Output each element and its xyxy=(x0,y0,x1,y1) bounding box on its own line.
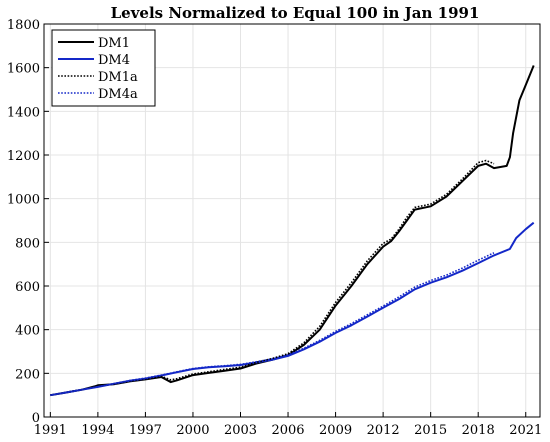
series-layer xyxy=(50,65,535,397)
x-tick-label: 2021 xyxy=(509,423,542,438)
legend-label: DM1 xyxy=(98,36,130,51)
y-tick-label: 1400 xyxy=(7,105,40,120)
x-tick-label: 2000 xyxy=(176,423,209,438)
x-tick-label: 2015 xyxy=(414,423,447,438)
y-tick-label: 600 xyxy=(15,280,40,295)
y-tick-label: 400 xyxy=(15,324,40,339)
x-tick-label: 2012 xyxy=(367,423,400,438)
axis-ticks: 0 200 400 600 800 1000 1200 1400 1600 1800 1991 199… xyxy=(7,18,542,438)
chart-title: Levels Normalized to Equal 100 in Jan 19… xyxy=(111,4,480,22)
series-line-dm4a xyxy=(50,252,495,396)
y-tick-label: 200 xyxy=(15,367,40,382)
x-tick-label: 2018 xyxy=(462,423,495,438)
x-tick-label: 1994 xyxy=(81,423,114,438)
plot-frame xyxy=(43,23,541,418)
legend-label: DM1a xyxy=(98,70,138,85)
y-tick-label: 1200 xyxy=(7,149,40,164)
y-tick-label: 1000 xyxy=(7,193,40,208)
x-tick-label: 1997 xyxy=(129,423,162,438)
x-tick-label: 1991 xyxy=(34,423,67,438)
series-line-dm4 xyxy=(50,221,535,397)
y-tick-label: 800 xyxy=(15,236,40,251)
y-tick-label: 0 xyxy=(32,411,40,426)
x-tick-label: 2006 xyxy=(271,423,304,438)
legend: DM1 DM4 DM1a DM4a xyxy=(51,29,156,107)
legend-label: DM4a xyxy=(98,87,138,102)
series-line-dm1a xyxy=(50,159,495,396)
y-tick-label: 1600 xyxy=(7,62,40,77)
y-tick-label: 1800 xyxy=(7,18,40,33)
legend-label: DM4 xyxy=(98,53,130,68)
x-tick-label: 2003 xyxy=(224,423,257,438)
series-line-dm1 xyxy=(50,65,535,397)
x-tick-label: 2009 xyxy=(319,423,352,438)
